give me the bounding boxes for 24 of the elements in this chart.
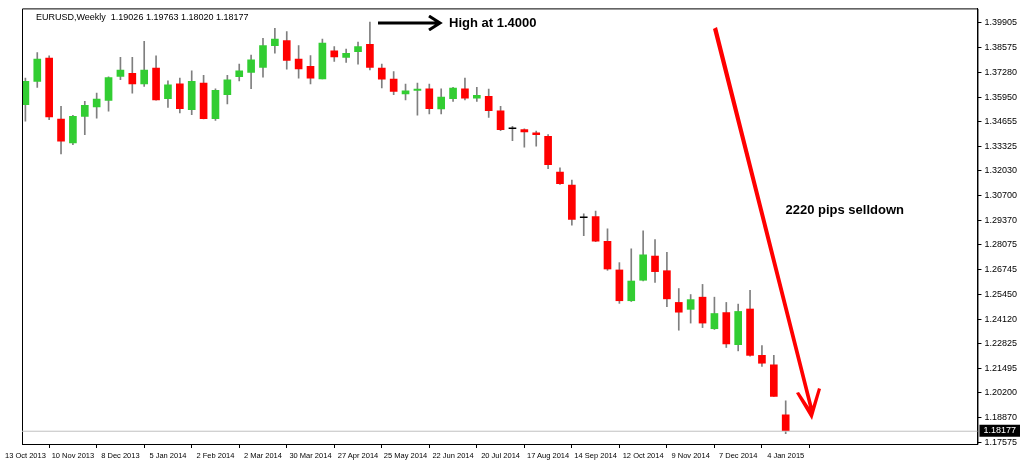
ref-line-label: 1.18177	[983, 425, 1017, 436]
annotation: High at 1.4000	[449, 14, 537, 30]
y-tick-label: 1.35950	[984, 91, 1018, 102]
y-tick-label: 1.30700	[984, 190, 1018, 201]
candlestick	[579, 213, 588, 236]
annotation: 2220 pips selldown	[785, 201, 905, 217]
y-tick-label: 1.18870	[984, 412, 1018, 423]
chart-title: EURUSD,Weekly 1.19026 1.19763 1.18020 1.18177	[36, 11, 249, 22]
candlestick	[674, 288, 683, 331]
y-tick-label: 1.33325	[984, 140, 1018, 151]
y-tick-label: 1.25450	[984, 288, 1018, 299]
y-tick-label: 1.17575	[984, 436, 1018, 447]
y-tick-label: 1.29370	[984, 215, 1018, 226]
y-tick-label: 1.24120	[984, 313, 1018, 324]
y-tick-label: 1.20200	[984, 387, 1018, 398]
y-tick-label: 1.21495	[984, 362, 1018, 373]
y-tick-label: 1.37280	[984, 66, 1018, 77]
y-tick-label: 1.22825	[984, 337, 1018, 348]
y-tick-label: 1.39905	[984, 17, 1018, 28]
y-tick-label: 1.34655	[984, 115, 1018, 126]
y-tick-label: 1.28075	[984, 239, 1018, 250]
y-tick-label: 1.38575	[984, 42, 1018, 53]
y-tick-label: 1.26745	[984, 264, 1018, 275]
y-tick-label: 1.32030	[984, 165, 1018, 176]
